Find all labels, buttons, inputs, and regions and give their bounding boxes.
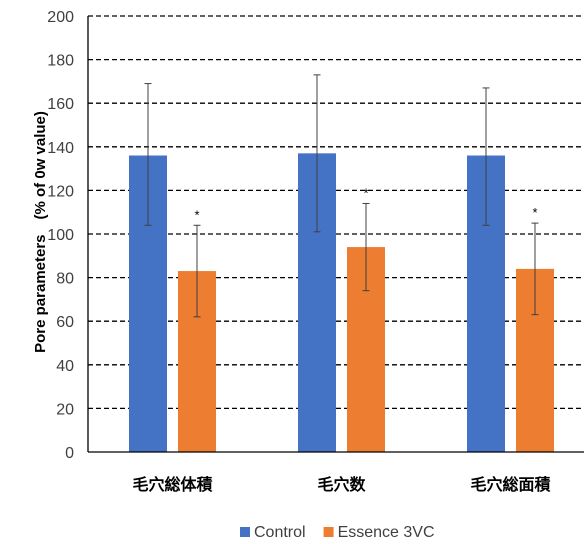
y-tick-labels: 0 20 40 60 80 100 120 140 160 180 200 (47, 9, 74, 462)
significance-asterisk: * (532, 205, 537, 220)
legend-swatch (240, 527, 250, 537)
y-tick-label: 100 (47, 227, 74, 244)
y-tick-label: 40 (56, 358, 74, 375)
y-tick-label: 160 (47, 96, 74, 113)
y-tick-label: 80 (56, 271, 74, 288)
significance-markers: * * * (194, 185, 537, 222)
significance-asterisk: * (194, 207, 199, 222)
y-tick-label: 0 (65, 445, 74, 462)
legend-swatch (323, 527, 334, 537)
legend-label: Essence 3VC (338, 524, 435, 541)
y-tick-label: 200 (47, 9, 74, 26)
category-labels: 毛穴総体積 毛穴数 毛穴総面積 (132, 475, 551, 494)
error-bars (144, 74, 539, 318)
legend-label: Control (254, 524, 306, 541)
category-label: 毛穴総体積 (132, 475, 213, 494)
y-tick-label: 140 (47, 140, 74, 157)
significance-asterisk: * (363, 185, 368, 200)
category-label: 毛穴総面積 (470, 475, 551, 494)
y-tick-label: 60 (56, 314, 74, 331)
y-axis-label: Pore parameters (% of 0w value) (32, 111, 49, 353)
y-tick-label: 120 (47, 183, 74, 200)
bars (129, 153, 554, 452)
y-tick-label: 20 (56, 401, 74, 418)
y-tick-label: 180 (47, 53, 74, 70)
category-label: 毛穴数 (317, 475, 366, 494)
axes (87, 16, 584, 453)
legend: Control Essence 3VC (240, 524, 435, 541)
